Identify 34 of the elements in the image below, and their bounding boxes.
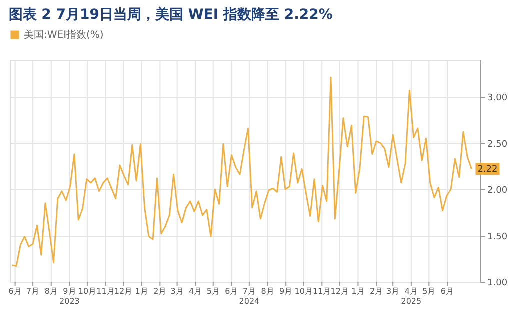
x-tick-label: 4月: [189, 287, 202, 296]
x-tick-label: 11月: [313, 287, 332, 296]
x-tick-label: 6月: [8, 287, 22, 296]
x-tick-label: 2月: [154, 287, 167, 296]
x-tick-label: 12月: [330, 287, 349, 296]
x-tick-label: 7月: [26, 287, 40, 296]
x-tick-label: 9月 2023: [60, 287, 80, 306]
legend-label: 美国:WEI指数(%): [24, 29, 104, 41]
x-tick-label: 5月: [422, 287, 436, 296]
x-tick-label: 11月: [96, 287, 115, 296]
y-tick-label: 1.00: [488, 278, 508, 288]
chart-title: 图表 2 7月19日当周，美国 WEI 指数降至 2.22%: [8, 6, 333, 23]
line-series: [12, 76, 472, 267]
y-tick-label: 3.00: [488, 94, 508, 104]
x-tick-label: 10月: [294, 287, 313, 296]
x-tick-label: 6月: [440, 287, 454, 296]
x-tick-label: 1月: [352, 287, 365, 296]
x-tick-label: 3月: [170, 287, 184, 296]
x-tick-label: 1月: [135, 287, 148, 296]
y-tick-label: 2.50: [488, 140, 508, 150]
x-tick-label: 7月 2024: [239, 287, 260, 306]
x-tick-label: 6月: [225, 287, 238, 296]
x-tick-label: 5月: [206, 287, 220, 296]
y-tick-label: 2.00: [488, 186, 508, 196]
data-label: 2.22: [478, 165, 498, 176]
x-tick-label: 3月: [386, 287, 400, 296]
x-tick-label: 10月: [78, 287, 97, 296]
x-tick-label: 9月: [280, 287, 293, 296]
x-tick-label: 2月: [370, 287, 384, 296]
x-tick-label: 12月: [114, 287, 133, 296]
x-tick-label: 8月: [44, 287, 58, 296]
x-tick-label: 4月 2025: [401, 287, 422, 306]
y-tick-label: 1.50: [488, 232, 508, 242]
x-tick-label: 8月: [261, 287, 274, 296]
